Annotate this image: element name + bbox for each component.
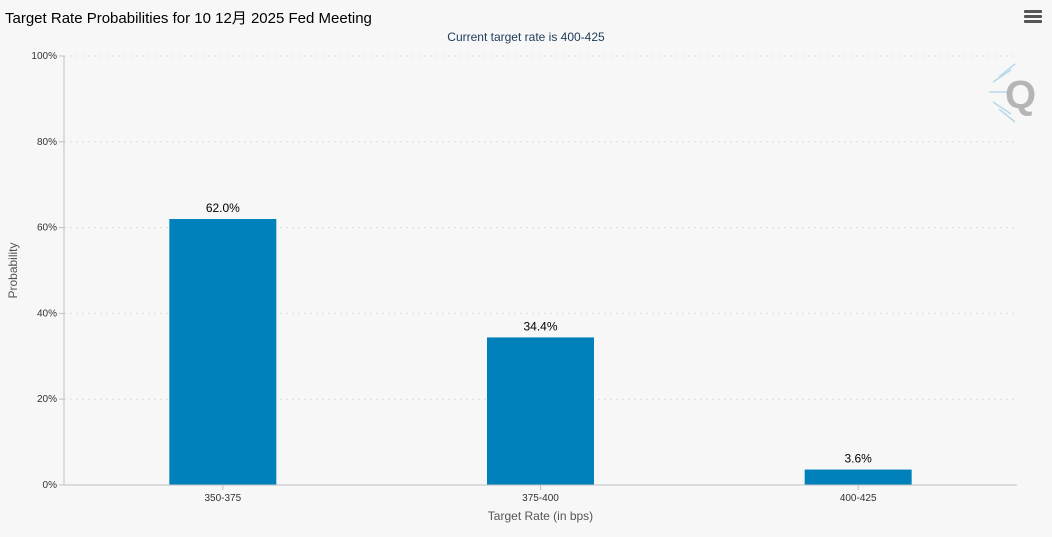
data-label: 62.0% (206, 201, 240, 215)
q-logo-icon: Q (989, 63, 1035, 123)
y-axis-title: Probability (6, 242, 20, 298)
y-axis-ticks: 0% 20% 40% 60% 80% 100% (31, 51, 64, 491)
x-axis-title: Target Rate (in bps) (488, 509, 593, 523)
x-axis-ticks: 350-375 375-400 400-425 (204, 485, 877, 504)
y-tick-label: 40% (37, 308, 57, 319)
x-tick-label: 400-425 (840, 493, 877, 504)
data-label: 3.6% (844, 452, 872, 466)
chart-subtitle: Current target rate is 400-425 (447, 30, 605, 44)
bar-375-400[interactable] (487, 337, 594, 485)
hamburger-menu-icon[interactable] (1024, 10, 1042, 26)
y-tick-label: 100% (31, 51, 57, 62)
y-tick-label: 60% (37, 223, 57, 234)
svg-text:Q: Q (1005, 73, 1035, 117)
y-tick-label: 80% (37, 137, 57, 148)
bar-350-375[interactable] (169, 219, 277, 485)
bars: 62.0% 34.4% 3.6% (169, 201, 912, 485)
y-tick-label: 20% (37, 394, 57, 405)
x-tick-label: 350-375 (204, 493, 241, 504)
y-tick-label: 0% (43, 480, 58, 491)
data-label: 34.4% (523, 319, 557, 333)
chart-title: Target Rate Probabilities for 10 12月 202… (5, 10, 372, 27)
x-tick-label: 375-400 (522, 493, 559, 504)
bar-400-425[interactable] (804, 469, 912, 485)
